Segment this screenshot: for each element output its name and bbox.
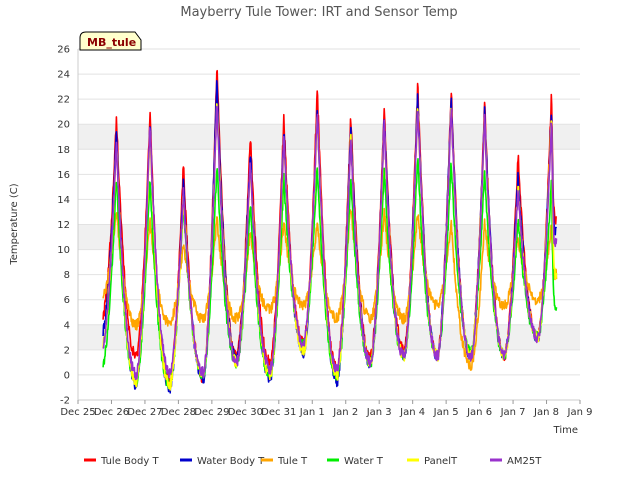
y-tick-label: 10: [57, 245, 70, 256]
x-tick-label: Jan 4: [399, 407, 425, 418]
legend-item: AM25T: [490, 456, 542, 467]
legend-label: Tule T: [277, 456, 308, 467]
legend-label: PanelT: [424, 456, 458, 467]
legend-label: Tule Body T: [100, 456, 159, 467]
legend-item: PanelT: [407, 456, 458, 467]
x-tick-label: Jan 2: [332, 407, 358, 418]
legend-item: Water Body T: [180, 456, 265, 467]
y-tick-label: -2: [60, 396, 70, 407]
legend-item: Tule Body T: [84, 456, 159, 467]
y-tick-label: 22: [57, 95, 70, 106]
x-tick-label: Jan 9: [567, 407, 593, 418]
x-tick-label: Dec 29: [194, 407, 229, 418]
x-tick-label: Jan 6: [466, 407, 492, 418]
x-tick-label: Jan 7: [500, 407, 526, 418]
x-tick-label: Dec 26: [94, 407, 129, 418]
y-tick-label: 24: [57, 70, 70, 81]
legend: Tule Body T Water Body T Tule T Water T Pane…: [84, 456, 542, 467]
x-tick-label: Dec 28: [161, 407, 196, 418]
site-badge: MB_tule: [79, 31, 142, 51]
y-tick-label: 26: [57, 45, 70, 56]
background-band: [78, 224, 580, 250]
series-line-am25t: [102, 105, 558, 381]
y-tick-label: 8: [64, 270, 70, 281]
x-tick-label: Dec 30: [228, 407, 263, 418]
x-tick-label: Jan 3: [366, 407, 392, 418]
legend-label: Water T: [344, 456, 384, 467]
site-badge-label: MB_tule: [87, 36, 136, 49]
y-tick-label: 18: [57, 145, 70, 156]
y-tick-label: 12: [57, 220, 70, 231]
y-tick-label: 20: [57, 120, 70, 131]
x-tick-label: Jan 5: [433, 407, 459, 418]
x-tick-label: Jan 1: [299, 407, 325, 418]
legend-item: Water T: [327, 456, 384, 467]
legend-item: Tule T: [261, 456, 308, 467]
series-lines: [102, 69, 558, 394]
y-tick-label: 16: [57, 170, 70, 181]
legend-label: Water Body T: [197, 456, 265, 467]
y-tick-label: 6: [64, 295, 70, 306]
x-tick-label: Dec 25: [60, 407, 95, 418]
x-tick-label: Jan 8: [533, 407, 559, 418]
y-axis-label: Temperature (C): [9, 183, 20, 265]
y-tick-label: 2: [64, 345, 70, 356]
x-axis-label: Time: [553, 425, 578, 436]
chart-title: Mayberry Tule Tower: IRT and Sensor Temp: [180, 5, 457, 20]
gridlines: [77, 48, 580, 401]
y-tick-label: 4: [64, 320, 70, 331]
y-tick-label: 0: [64, 370, 70, 381]
x-tick-label: Dec 31: [261, 407, 296, 418]
background-band: [78, 124, 580, 150]
x-tick-label: Dec 27: [127, 407, 162, 418]
y-tick-label: 14: [57, 195, 70, 206]
legend-label: AM25T: [507, 456, 542, 467]
